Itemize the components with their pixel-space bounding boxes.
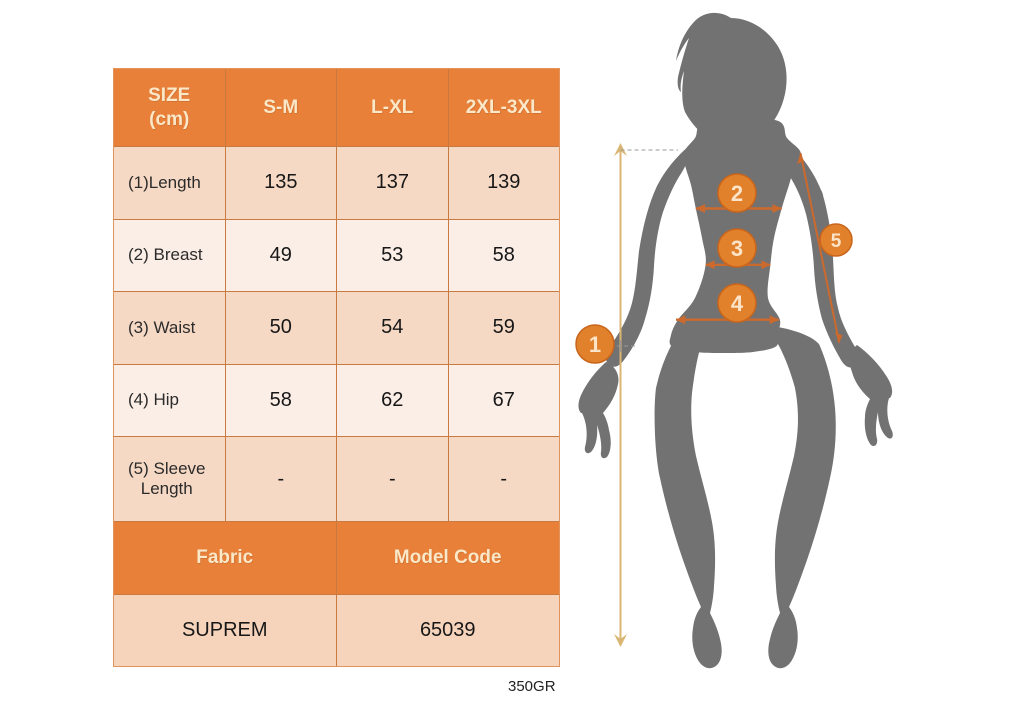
svg-text:1: 1: [589, 332, 601, 357]
svg-text:3: 3: [731, 236, 743, 261]
svg-text:2: 2: [731, 181, 743, 206]
svg-text:4: 4: [731, 291, 744, 316]
svg-text:5: 5: [831, 231, 842, 252]
